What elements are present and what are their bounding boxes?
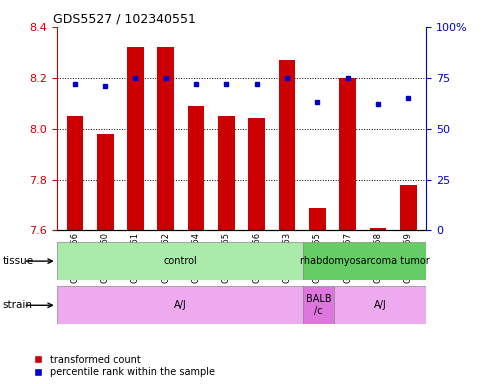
Bar: [248, 119, 265, 230]
Text: GDS5527 / 102340551: GDS5527 / 102340551: [53, 13, 196, 26]
Bar: [303, 242, 426, 280]
Bar: [127, 47, 144, 230]
Bar: [67, 116, 83, 230]
Text: A/J: A/J: [174, 300, 186, 310]
Text: strain: strain: [2, 300, 33, 310]
Text: rhabdomyosarcoma tumor: rhabdomyosarcoma tumor: [300, 256, 430, 266]
Bar: [303, 286, 334, 324]
Bar: [309, 207, 326, 230]
Bar: [400, 185, 417, 230]
Bar: [97, 134, 113, 230]
Text: tissue: tissue: [2, 256, 34, 266]
Text: control: control: [163, 256, 197, 266]
Bar: [339, 78, 356, 230]
Bar: [157, 47, 174, 230]
Text: A/J: A/J: [374, 300, 387, 310]
Bar: [279, 60, 295, 230]
Text: BALB
/c: BALB /c: [306, 295, 331, 316]
Bar: [57, 286, 303, 324]
Bar: [188, 106, 205, 230]
Bar: [218, 116, 235, 230]
Bar: [370, 228, 387, 230]
Legend: transformed count, percentile rank within the sample: transformed count, percentile rank withi…: [35, 355, 215, 377]
Bar: [334, 286, 426, 324]
Bar: [57, 242, 303, 280]
